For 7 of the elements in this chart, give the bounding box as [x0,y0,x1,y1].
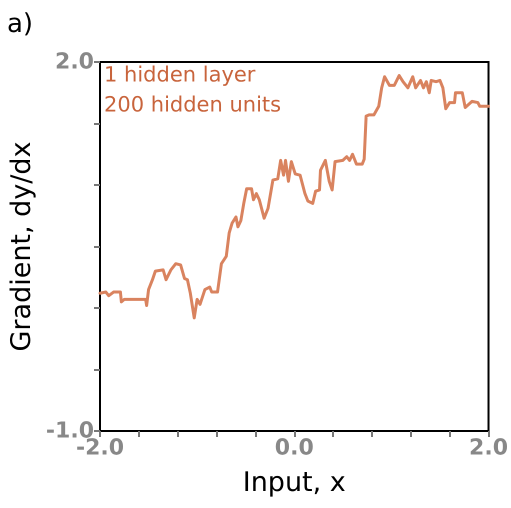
x-axis-title: Input, x [242,467,346,498]
annotation: 1 hidden layer [104,62,256,86]
y-axis-title: Gradient, dy/dx [6,141,37,352]
x-tick-label: 2.0 [469,436,508,460]
x-tick-label: 0.0 [274,436,314,460]
annotation: 200 hidden units [104,92,282,116]
chart-title: a) [7,9,34,39]
